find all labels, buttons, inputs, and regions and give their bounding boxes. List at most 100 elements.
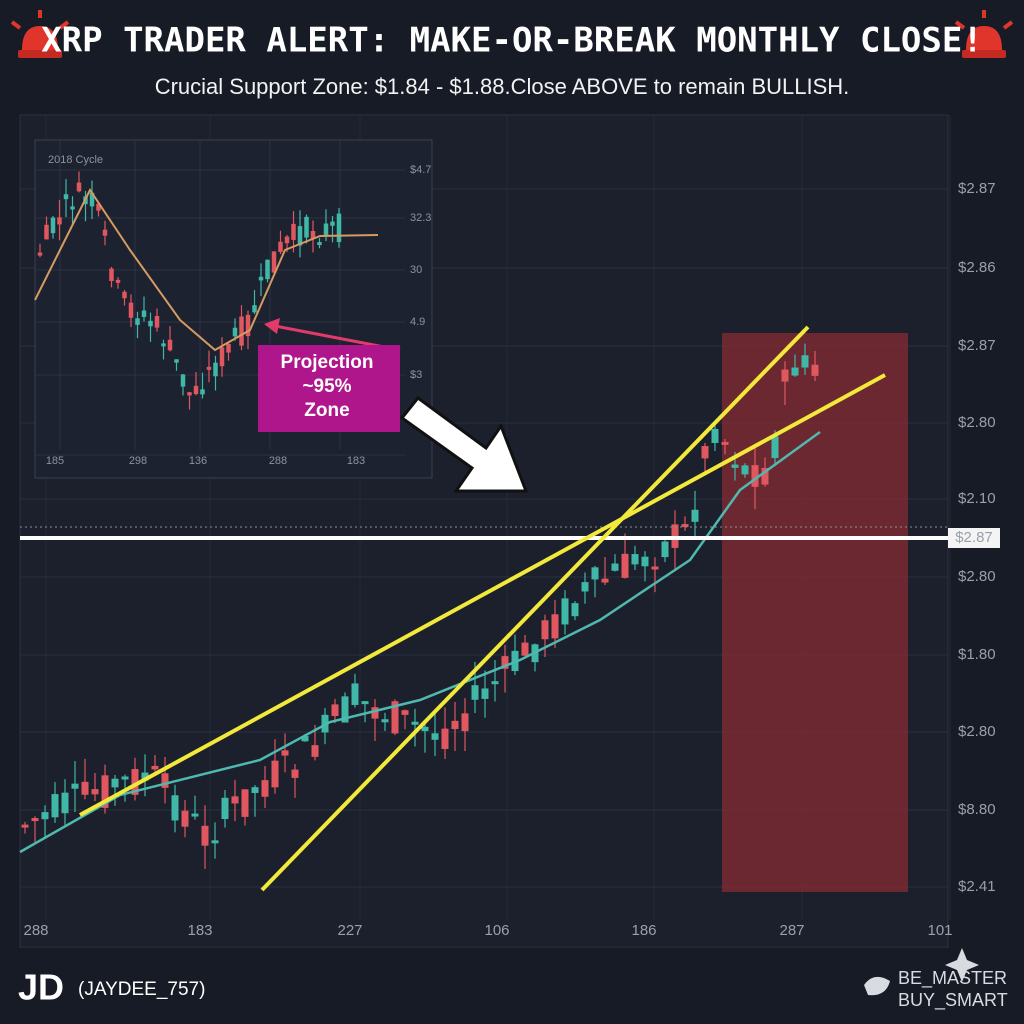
candle bbox=[239, 316, 244, 346]
candle bbox=[751, 465, 759, 487]
candle bbox=[63, 194, 69, 200]
y-tick-label: $2.10 bbox=[958, 490, 996, 507]
candle bbox=[551, 614, 559, 639]
candle bbox=[135, 318, 140, 325]
candle bbox=[131, 769, 139, 795]
logo: JD bbox=[18, 967, 64, 1008]
x-tick-label: 183 bbox=[187, 922, 212, 939]
inset-x-label: 288 bbox=[269, 455, 287, 467]
candle bbox=[161, 343, 166, 347]
candle bbox=[89, 192, 95, 207]
price-tag bbox=[948, 528, 1000, 548]
candle bbox=[691, 509, 699, 522]
big-arrow bbox=[399, 395, 529, 493]
x-tick-label: 227 bbox=[337, 922, 362, 939]
candle bbox=[501, 656, 509, 669]
candle bbox=[431, 733, 439, 740]
candle bbox=[291, 223, 296, 240]
candle bbox=[601, 578, 609, 583]
inset-x-label: 185 bbox=[46, 455, 64, 467]
candle bbox=[128, 302, 134, 318]
candle bbox=[44, 224, 49, 240]
y-tick-label: $2.41 bbox=[958, 878, 996, 895]
candle bbox=[193, 385, 199, 395]
y-tick-label: $2.87 bbox=[958, 180, 996, 197]
inset-y-label: $3 bbox=[410, 369, 422, 381]
candle bbox=[31, 818, 39, 822]
candle bbox=[304, 216, 309, 238]
callout-line: ~95% bbox=[302, 376, 351, 397]
candle bbox=[771, 436, 779, 459]
y-tick-label: $1.80 bbox=[958, 646, 996, 663]
candle bbox=[421, 726, 429, 732]
inset-x-label: 136 bbox=[189, 455, 207, 467]
candle bbox=[641, 556, 649, 567]
candle bbox=[154, 315, 160, 328]
candle bbox=[541, 620, 549, 640]
moving-average bbox=[19, 430, 821, 854]
candle bbox=[741, 465, 749, 475]
candle bbox=[70, 206, 75, 210]
candle bbox=[271, 760, 279, 788]
callout-line: Zone bbox=[304, 400, 349, 421]
candle bbox=[241, 789, 249, 817]
candle bbox=[561, 598, 569, 625]
candle bbox=[180, 374, 186, 387]
candle bbox=[122, 291, 127, 299]
candle bbox=[301, 736, 309, 742]
candle bbox=[336, 213, 342, 243]
x-tick-label: 101 bbox=[927, 922, 952, 939]
inset-curve bbox=[34, 188, 379, 352]
candle bbox=[471, 685, 479, 700]
candle bbox=[50, 217, 56, 234]
candle bbox=[21, 824, 29, 828]
candle bbox=[571, 603, 579, 617]
footer-text: BE_MASTER bbox=[898, 968, 1007, 989]
x-tick-label: 287 bbox=[779, 922, 804, 939]
trendline bbox=[79, 373, 886, 817]
candle bbox=[231, 796, 239, 804]
candle bbox=[371, 707, 379, 719]
y-tick-label: $2.80 bbox=[958, 723, 996, 740]
callout-line: Projection bbox=[281, 352, 374, 373]
inset-candles bbox=[37, 171, 342, 410]
inset-title: 2018 Cycle bbox=[48, 154, 103, 166]
candle bbox=[441, 728, 449, 749]
x-tick-label: 106 bbox=[484, 922, 509, 939]
candle bbox=[411, 721, 419, 725]
candle bbox=[661, 541, 669, 558]
candle bbox=[317, 242, 322, 246]
candle bbox=[651, 566, 659, 570]
candle bbox=[791, 367, 799, 376]
y-tick-label: $2.87 bbox=[958, 337, 996, 354]
candle bbox=[297, 226, 303, 246]
pink-arrow-head bbox=[264, 318, 280, 334]
candle bbox=[171, 795, 179, 821]
candle bbox=[781, 369, 789, 382]
candle bbox=[281, 750, 289, 756]
y-tick-label: $2.86 bbox=[958, 259, 996, 276]
inset-y-label: $4.7 bbox=[410, 164, 431, 176]
x-tick-label: 186 bbox=[631, 922, 656, 939]
sparkle bbox=[945, 948, 979, 982]
candle bbox=[291, 769, 299, 778]
candle bbox=[161, 773, 169, 788]
subtitle: Crucial Support Zone: $1.84 - $1.88.Clos… bbox=[155, 74, 850, 99]
candle bbox=[102, 229, 108, 236]
candle bbox=[101, 775, 109, 808]
candle bbox=[731, 464, 739, 468]
candle bbox=[801, 355, 809, 368]
handle: (JAYDEE_757) bbox=[78, 979, 205, 1000]
candle bbox=[201, 825, 209, 846]
footer-text: BUY_SMART bbox=[898, 990, 1008, 1011]
candle bbox=[631, 554, 639, 565]
candle bbox=[57, 217, 62, 225]
candle bbox=[141, 310, 147, 317]
candle bbox=[245, 314, 251, 337]
candle bbox=[251, 787, 259, 793]
candle bbox=[261, 780, 269, 797]
bird-icon bbox=[864, 976, 890, 996]
title: XRP TRADER ALERT: MAKE-OR-BREAK MONTHLY … bbox=[41, 21, 983, 61]
candle bbox=[221, 797, 229, 819]
